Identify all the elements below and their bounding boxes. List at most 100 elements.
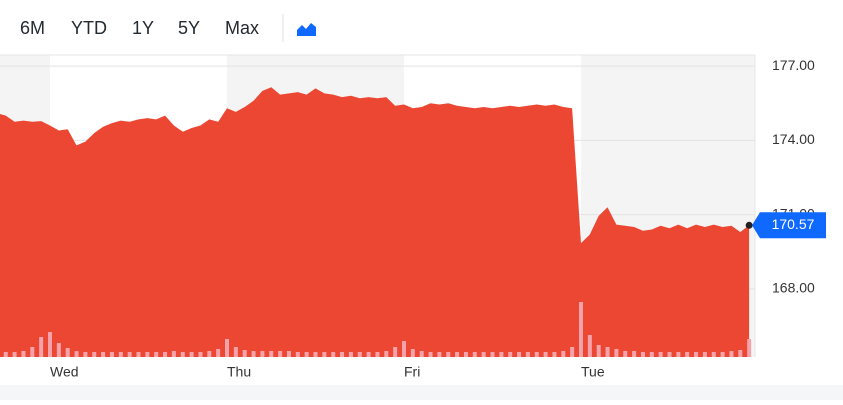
- volume-bar: [384, 351, 389, 357]
- volume-bar: [455, 352, 460, 357]
- volume-bar: [463, 352, 468, 357]
- volume-bar: [649, 352, 654, 357]
- volume-bar: [269, 351, 274, 357]
- volume-bar: [225, 339, 229, 357]
- volume-bar: [393, 347, 398, 357]
- x-tick-label: Fri: [404, 364, 420, 380]
- volume-bar: [419, 351, 424, 357]
- volume-bar: [30, 347, 35, 357]
- volume-bar: [348, 352, 353, 357]
- volume-bar: [233, 347, 238, 357]
- volume-bar: [12, 352, 17, 357]
- volume-bar: [517, 352, 522, 357]
- volume-bar: [357, 352, 362, 357]
- volume-bar: [189, 352, 194, 357]
- range-button[interactable]: 5Y: [178, 18, 200, 38]
- volume-bar: [278, 351, 283, 357]
- volume-bar: [83, 352, 88, 357]
- footer-strip: [0, 385, 843, 400]
- price-area: [0, 87, 750, 357]
- volume-bar: [251, 351, 256, 357]
- x-tick-label: Thu: [227, 364, 251, 380]
- volume-bar: [48, 332, 52, 357]
- volume-bar: [702, 352, 707, 357]
- volume-bar: [171, 351, 176, 357]
- volume-bar: [366, 352, 371, 357]
- volume-bar: [446, 352, 451, 357]
- volume-bar: [543, 352, 548, 357]
- volume-bar: [322, 352, 327, 357]
- volume-bar: [375, 352, 380, 357]
- volume-bar: [605, 347, 610, 357]
- volume-bar: [74, 351, 79, 357]
- volume-bar: [127, 352, 132, 357]
- volume-bar: [56, 343, 61, 357]
- price-tag: [752, 212, 826, 239]
- volume-bar: [587, 335, 592, 357]
- volume-bar: [154, 352, 159, 357]
- volume-bar: [694, 352, 699, 357]
- volume-bar: [180, 352, 185, 357]
- volume-bar: [118, 352, 123, 357]
- x-tick-label: Tue: [581, 364, 605, 380]
- volume-bar: [738, 350, 743, 357]
- volume-bar: [685, 352, 690, 357]
- volume-bar: [623, 351, 628, 357]
- volume-bar: [101, 352, 106, 357]
- volume-bar: [331, 352, 336, 357]
- range-button[interactable]: 1Y: [132, 18, 154, 38]
- y-tick-label: 177.00: [772, 57, 815, 73]
- volume-bar: [3, 352, 8, 357]
- volume-bar: [260, 351, 265, 357]
- volume-bar: [21, 351, 26, 357]
- volume-bar: [402, 341, 406, 357]
- volume-bar: [747, 339, 752, 357]
- volume-bar: [39, 337, 44, 357]
- chart-type-icon[interactable]: [297, 23, 316, 36]
- area-icon: [297, 23, 316, 36]
- volume-bar: [561, 351, 566, 357]
- volume-bar: [304, 352, 309, 357]
- volume-bar: [198, 352, 203, 357]
- volume-bar: [525, 352, 530, 357]
- last-point: [745, 221, 753, 229]
- volume-bar: [145, 352, 150, 357]
- price-tag-label: 170.57: [772, 216, 815, 232]
- y-tick-label: 168.00: [772, 280, 815, 296]
- volume-bar: [667, 352, 672, 357]
- volume-bar: [570, 347, 575, 357]
- volume-bar: [632, 351, 637, 357]
- volume-bar: [534, 352, 539, 357]
- volume-bar: [614, 349, 619, 357]
- range-button[interactable]: Max: [225, 18, 259, 38]
- volume-bar: [410, 349, 415, 357]
- volume-bar: [242, 350, 247, 357]
- volume-bar: [65, 348, 70, 357]
- volume-bar: [481, 352, 486, 357]
- volume-bar: [428, 352, 433, 357]
- volume-bar: [163, 352, 168, 357]
- volume-bar: [508, 352, 513, 357]
- volume-bar: [596, 345, 601, 357]
- range-button[interactable]: 6M: [20, 18, 45, 38]
- volume-bar: [340, 352, 345, 357]
- volume-bar: [711, 352, 716, 357]
- volume-bar: [437, 352, 442, 357]
- volume-bar: [676, 352, 681, 357]
- y-tick-label: 174.00: [772, 131, 815, 147]
- volume-bar: [552, 352, 557, 357]
- volume-bar: [92, 352, 97, 357]
- volume-bar: [136, 352, 141, 357]
- volume-bar: [720, 352, 725, 357]
- volume-bar: [295, 352, 300, 357]
- volume-bar: [109, 352, 114, 357]
- range-button[interactable]: YTD: [71, 18, 107, 38]
- volume-bar: [640, 352, 645, 357]
- volume-bar: [207, 351, 212, 357]
- volume-bar: [658, 352, 663, 357]
- x-tick-label: Wed: [50, 364, 79, 380]
- volume-bar: [729, 351, 734, 357]
- volume-bar: [472, 352, 477, 357]
- volume-bar: [490, 352, 495, 357]
